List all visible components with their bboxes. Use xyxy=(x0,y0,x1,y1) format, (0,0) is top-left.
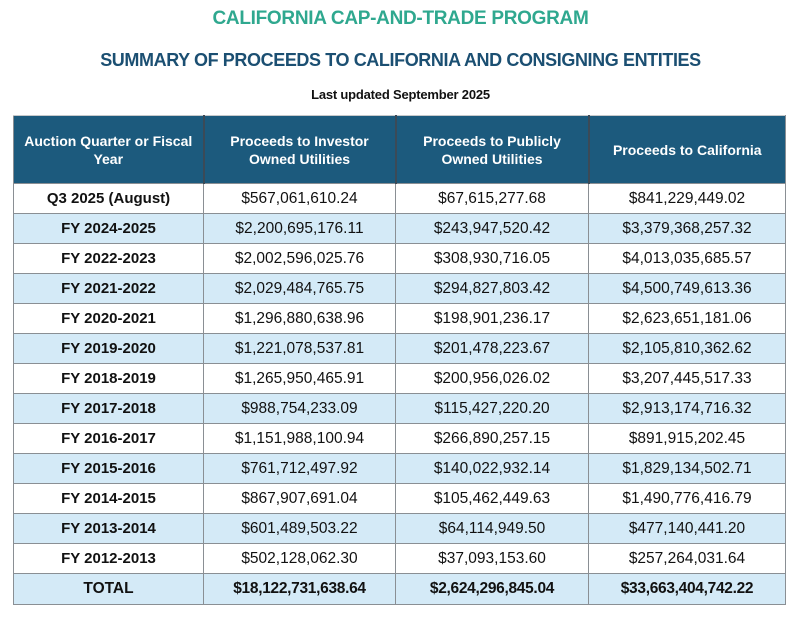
table-body: Q3 2025 (August) $567,061,610.24 $67,615… xyxy=(13,183,786,605)
california-cell: $2,105,810,362.62 xyxy=(588,333,786,364)
california-cell: $2,623,651,181.06 xyxy=(588,303,786,334)
period-cell: FY 2016-2017 xyxy=(13,423,204,454)
table-row: FY 2022-2023 $2,002,596,025.76 $308,930,… xyxy=(13,243,786,274)
table-row: FY 2012-2013 $502,128,062.30 $37,093,153… xyxy=(13,543,786,574)
table-row: Q3 2025 (August) $567,061,610.24 $67,615… xyxy=(13,183,786,214)
california-cell: $3,207,445,517.33 xyxy=(588,363,786,394)
column-header-california: Proceeds to California xyxy=(587,115,786,184)
table-row: FY 2014-2015 $867,907,691.04 $105,462,44… xyxy=(13,483,786,514)
period-cell: FY 2012-2013 xyxy=(13,543,204,574)
period-cell: FY 2022-2023 xyxy=(13,243,204,274)
pou-cell: $201,478,223.67 xyxy=(395,333,589,364)
column-header-pou: Proceeds to Publicly Owned Utilities xyxy=(394,115,589,184)
california-cell: $477,140,441.20 xyxy=(588,513,786,544)
period-cell: FY 2021-2022 xyxy=(13,273,204,304)
summary-title: SUMMARY OF PROCEEDS TO CALIFORNIA AND CO… xyxy=(100,50,701,70)
table-row: FY 2016-2017 $1,151,988,100.94 $266,890,… xyxy=(13,423,786,454)
iou-cell: $988,754,233.09 xyxy=(203,393,396,424)
column-header-iou: Proceeds to Investor Owned Utilities xyxy=(202,115,396,184)
california-cell: $3,379,368,257.32 xyxy=(588,213,786,244)
period-cell: FY 2024-2025 xyxy=(13,213,204,244)
california-cell: $2,913,174,716.32 xyxy=(588,393,786,424)
table-row: FY 2019-2020 $1,221,078,537.81 $201,478,… xyxy=(13,333,786,364)
table-row: FY 2020-2021 $1,296,880,638.96 $198,901,… xyxy=(13,303,786,334)
california-cell: $4,500,749,613.36 xyxy=(588,273,786,304)
california-cell: $257,264,031.64 xyxy=(588,543,786,574)
period-cell: FY 2017-2018 xyxy=(13,393,204,424)
table-row: FY 2018-2019 $1,265,950,465.91 $200,956,… xyxy=(13,363,786,394)
total-row: TOTAL $18,122,731,638.64 $2,624,296,845.… xyxy=(13,573,786,605)
iou-cell: $567,061,610.24 xyxy=(203,183,396,214)
pou-cell: $115,427,220.20 xyxy=(395,393,589,424)
california-cell: $891,915,202.45 xyxy=(588,423,786,454)
iou-cell: $1,265,950,465.91 xyxy=(203,363,396,394)
iou-cell: $1,296,880,638.96 xyxy=(203,303,396,334)
table-header-row: Auction Quarter or Fiscal Year Proceeds … xyxy=(13,115,786,184)
period-cell: FY 2020-2021 xyxy=(13,303,204,334)
pou-cell: $37,093,153.60 xyxy=(395,543,589,574)
pou-cell: $294,827,803.42 xyxy=(395,273,589,304)
period-cell: Q3 2025 (August) xyxy=(13,183,204,214)
iou-cell: $867,907,691.04 xyxy=(203,483,396,514)
table-row: FY 2017-2018 $988,754,233.09 $115,427,22… xyxy=(13,393,786,424)
total-california-cell: $33,663,404,742.22 xyxy=(588,573,786,605)
iou-cell: $601,489,503.22 xyxy=(203,513,396,544)
pou-cell: $67,615,277.68 xyxy=(395,183,589,214)
pou-cell: $64,114,949.50 xyxy=(395,513,589,544)
iou-cell: $2,200,695,176.11 xyxy=(203,213,396,244)
iou-cell: $1,221,078,537.81 xyxy=(203,333,396,364)
pou-cell: $266,890,257.15 xyxy=(395,423,589,454)
iou-cell: $502,128,062.30 xyxy=(203,543,396,574)
period-cell: FY 2018-2019 xyxy=(13,363,204,394)
iou-cell: $761,712,497.92 xyxy=(203,453,396,484)
column-header-period: Auction Quarter or Fiscal Year xyxy=(13,115,204,184)
table-row: FY 2013-2014 $601,489,503.22 $64,114,949… xyxy=(13,513,786,544)
california-cell: $4,013,035,685.57 xyxy=(588,243,786,274)
pou-cell: $105,462,449.63 xyxy=(395,483,589,514)
pou-cell: $200,956,026.02 xyxy=(395,363,589,394)
pou-cell: $140,022,932.14 xyxy=(395,453,589,484)
total-iou-cell: $18,122,731,638.64 xyxy=(203,573,396,605)
table-row: FY 2024-2025 $2,200,695,176.11 $243,947,… xyxy=(13,213,786,244)
table-row: FY 2015-2016 $761,712,497.92 $140,022,93… xyxy=(13,453,786,484)
period-cell: FY 2013-2014 xyxy=(13,513,204,544)
iou-cell: $2,029,484,765.75 xyxy=(203,273,396,304)
total-label: TOTAL xyxy=(13,573,204,605)
proceeds-table: Auction Quarter or Fiscal Year Proceeds … xyxy=(13,115,786,605)
pou-cell: $243,947,520.42 xyxy=(395,213,589,244)
last-updated-text: Last updated September 2025 xyxy=(311,87,490,102)
pou-cell: $198,901,236.17 xyxy=(395,303,589,334)
california-cell: $841,229,449.02 xyxy=(588,183,786,214)
period-cell: FY 2019-2020 xyxy=(13,333,204,364)
california-cell: $1,490,776,416.79 xyxy=(588,483,786,514)
period-cell: FY 2015-2016 xyxy=(13,453,204,484)
california-cell: $1,829,134,502.71 xyxy=(588,453,786,484)
period-cell: FY 2014-2015 xyxy=(13,483,204,514)
pou-cell: $308,930,716.05 xyxy=(395,243,589,274)
program-title: CALIFORNIA CAP-AND-TRADE PROGRAM xyxy=(212,8,589,29)
total-pou-cell: $2,624,296,845.04 xyxy=(395,573,589,605)
table-row: FY 2021-2022 $2,029,484,765.75 $294,827,… xyxy=(13,273,786,304)
iou-cell: $2,002,596,025.76 xyxy=(203,243,396,274)
iou-cell: $1,151,988,100.94 xyxy=(203,423,396,454)
